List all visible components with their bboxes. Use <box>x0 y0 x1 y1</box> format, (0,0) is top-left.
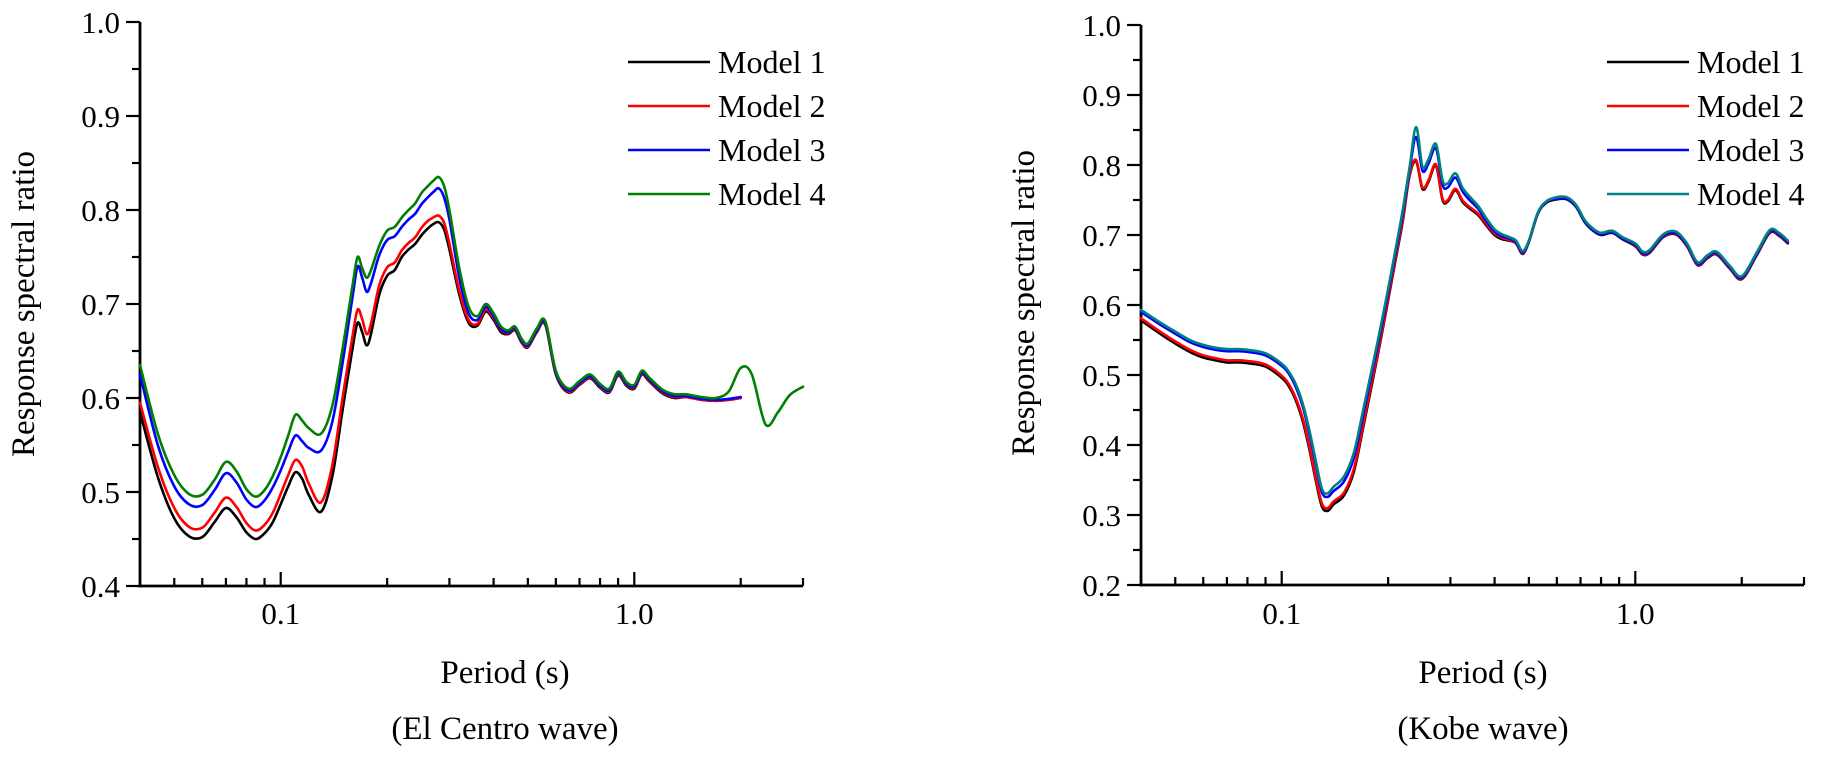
y-tick-label: 0.8 <box>1082 148 1121 183</box>
x-axis-title: Period (s) <box>1418 655 1547 691</box>
x-tick-label: 0.1 <box>1262 596 1301 631</box>
legend-label-model-2: Model 2 <box>718 88 826 124</box>
y-tick-label: 0.9 <box>1082 78 1121 113</box>
kobe-chart-series-4-line <box>1139 125 1790 495</box>
kobe-chart-series-1-line <box>1139 159 1790 513</box>
y-tick-label: 1.0 <box>1082 8 1121 43</box>
y-tick-label: 0.6 <box>1082 288 1121 323</box>
chart-caption: (El Centro wave) <box>391 711 618 747</box>
legend-label-model-3: Model 3 <box>1697 132 1805 168</box>
el-centro-chart: 0.4 0.5 0.6 0.7 0.8 0.9 1.0 0.1 1.0 Model 1 Model … <box>6 5 826 747</box>
legend-label-model-1: Model 1 <box>1697 44 1805 80</box>
y-tick-label: 0.3 <box>1082 498 1121 533</box>
y-tick-label: 0.2 <box>1082 568 1121 603</box>
kobe-chart-series-2-line <box>1139 158 1790 510</box>
legend-label-model-1: Model 1 <box>718 44 826 80</box>
y-tick-label: 0.8 <box>81 193 120 228</box>
y-tick-label: 0.7 <box>1082 218 1121 253</box>
y-tick-label: 0.4 <box>81 569 120 604</box>
y-tick-label: 0.6 <box>81 381 120 416</box>
y-tick-label: 0.9 <box>81 99 120 134</box>
y-axis-title: Response spectral ratio <box>1006 150 1042 456</box>
y-tick-label: 0.4 <box>1082 428 1121 463</box>
y-tick-label: 0.5 <box>1082 358 1121 393</box>
legend-label-model-3: Model 3 <box>718 132 826 168</box>
y-tick-label: 0.7 <box>81 287 120 322</box>
x-tick-label: 1.0 <box>1616 596 1655 631</box>
y-axis-title: Response spectral ratio <box>6 151 42 457</box>
el-centro-chart-series-2-line <box>138 214 743 532</box>
chart-caption: (Kobe wave) <box>1397 711 1568 747</box>
el-centro-chart-series-3-line <box>138 186 743 509</box>
kobe-chart: 0.2 0.3 0.4 0.5 0.6 0.7 0.8 0.9 1.0 0.1 1.0 Model 1… <box>1006 8 1806 747</box>
legend-label-model-4: Model 4 <box>1697 176 1805 212</box>
legend-label-model-2: Model 2 <box>1697 88 1805 124</box>
x-axis-title: Period (s) <box>440 655 569 691</box>
y-tick-label: 0.5 <box>81 475 120 510</box>
el-centro-chart-series-4-line <box>138 175 805 498</box>
x-tick-label: 0.1 <box>261 596 300 631</box>
x-tick-label: 1.0 <box>615 596 654 631</box>
y-tick-label: 1.0 <box>81 5 120 40</box>
legend-label-model-4: Model 4 <box>718 176 826 212</box>
